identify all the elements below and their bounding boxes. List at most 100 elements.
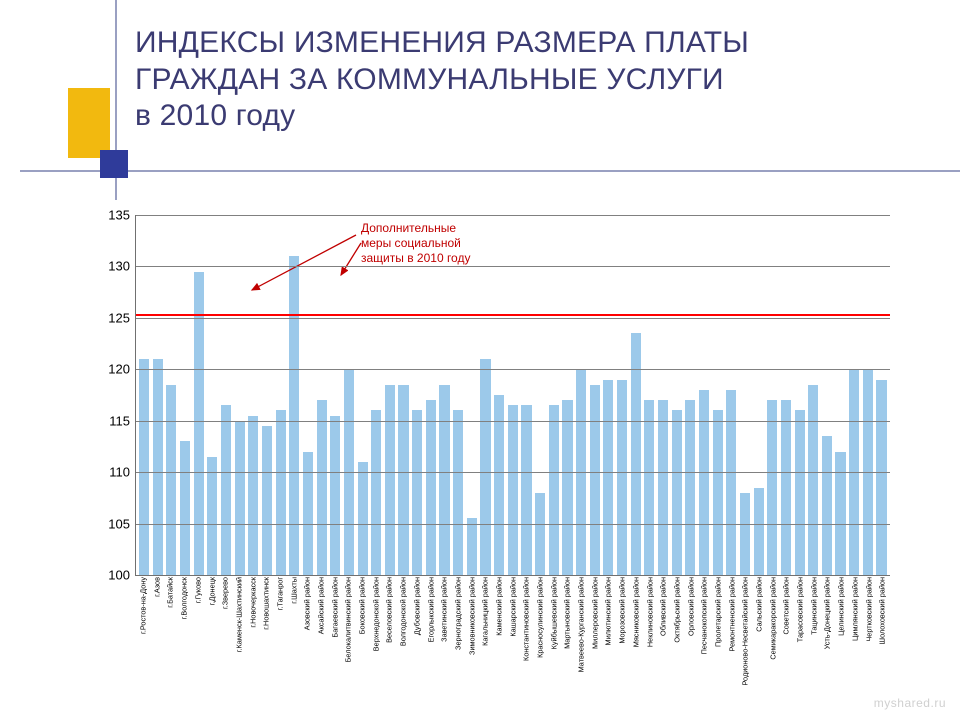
grid-line	[136, 215, 890, 216]
y-tick-label: 125	[108, 310, 136, 325]
y-tick-label: 120	[108, 362, 136, 377]
bar	[603, 380, 613, 575]
bar	[508, 405, 518, 575]
grid-line	[136, 318, 890, 319]
bar-chart: Дополнительные меры социальной защиты в …	[100, 215, 890, 675]
x-tick-label: Зерноградский район	[453, 577, 463, 672]
bar	[685, 400, 695, 575]
x-tick-label: г.Гуково	[193, 577, 203, 672]
x-tick-label: Кагальницкий район	[480, 577, 490, 672]
x-tick-label: Песчанокопский район	[699, 577, 709, 672]
vertical-rule	[115, 0, 117, 200]
bar	[549, 405, 559, 575]
x-tick-label: Каменский район	[494, 577, 504, 672]
x-tick-label: Веселовский район	[384, 577, 394, 672]
x-tick-label: г.Новочеркасск	[248, 577, 258, 672]
x-tick-label: Белокалитвинский район	[343, 577, 353, 672]
x-tick-label: Обливский район	[658, 577, 668, 672]
x-tick-label: Константиновский район	[521, 577, 531, 672]
x-tick-label: Куйбышевский район	[549, 577, 559, 672]
x-tick-label: Шолоховский район	[877, 577, 887, 672]
bar	[358, 462, 368, 575]
bar	[139, 359, 149, 575]
yellow-square	[68, 88, 110, 158]
x-tick-label: Неклиновский район	[644, 577, 654, 672]
y-tick-label: 115	[109, 413, 136, 428]
bar	[658, 400, 668, 575]
bar	[521, 405, 531, 575]
x-axis-labels: г.Ростов-на-Дону г.Азовг.Батайск г.Волгодо…	[135, 577, 890, 672]
bar	[672, 410, 682, 575]
x-tick-label: г.Таганрог	[275, 577, 285, 672]
bar	[644, 400, 654, 575]
x-tick-label: Пролетарский район	[713, 577, 723, 672]
x-tick-label: Целинский район	[836, 577, 846, 672]
x-tick-label: Орловский район	[686, 577, 696, 672]
bar	[426, 400, 436, 575]
x-tick-label: г.Каменск-Шахтинский	[234, 577, 244, 672]
x-tick-label: Азовский район	[302, 577, 312, 672]
x-tick-label: г.Волгодонск	[179, 577, 189, 672]
bar	[808, 385, 818, 575]
x-tick-label: Боковский район	[357, 577, 367, 672]
x-tick-label: г.Ростов-на-Дону	[138, 577, 148, 672]
bar	[535, 493, 545, 575]
x-tick-label: Заветинский район	[439, 577, 449, 672]
x-tick-label: Сальский район	[754, 577, 764, 672]
x-tick-label: Усть-Донецкий район	[822, 577, 832, 672]
x-tick-label: Чертковский район	[863, 577, 873, 672]
grid-line	[136, 369, 890, 370]
x-tick-label: Кашарский район	[508, 577, 518, 672]
bar	[453, 410, 463, 575]
x-tick-label: Багаевский район	[330, 577, 340, 672]
x-tick-label: Верхнедонской район	[371, 577, 381, 672]
y-tick-label: 135	[108, 208, 136, 223]
bar	[221, 405, 231, 575]
x-tick-label: г.Азов	[152, 577, 162, 672]
bar	[480, 359, 490, 575]
bar	[166, 385, 176, 575]
x-tick-label: Мясниковский район	[631, 577, 641, 672]
bar	[713, 410, 723, 575]
y-tick-label: 110	[109, 465, 136, 480]
bar	[235, 421, 245, 575]
watermark: myshared.ru	[874, 696, 946, 710]
y-tick-label: 105	[108, 516, 136, 531]
blue-square	[100, 150, 128, 178]
bar	[248, 416, 258, 575]
y-tick-label: 100	[108, 568, 136, 583]
bar	[822, 436, 832, 575]
bar	[617, 380, 627, 575]
bar	[180, 441, 190, 575]
x-tick-label: Ремонтненский район	[727, 577, 737, 672]
x-tick-label: г.Донецк	[206, 577, 216, 672]
bar	[562, 400, 572, 575]
chart-axes: Дополнительные меры социальной защиты в …	[135, 215, 890, 576]
bar	[726, 390, 736, 575]
x-tick-label: Октябрьский район	[672, 577, 682, 672]
bar	[330, 416, 340, 575]
x-tick-label: Миллеровский район	[590, 577, 600, 672]
reference-line	[136, 314, 890, 316]
bar	[754, 488, 764, 575]
x-tick-label: г.Батайск	[165, 577, 175, 672]
x-tick-label: Аксайский район	[316, 577, 326, 672]
x-tick-label: Красносулинский район	[535, 577, 545, 672]
x-tick-label: Семикаракорский район	[768, 577, 778, 672]
bar	[276, 410, 286, 575]
x-tick-label: Матвеево-Курганский район	[576, 577, 586, 672]
bar	[289, 256, 299, 575]
x-tick-label: Зимовниковский район	[467, 577, 477, 672]
bar	[398, 385, 408, 575]
bar	[835, 452, 845, 575]
bar	[590, 385, 600, 575]
bar	[781, 400, 791, 575]
plot-area	[136, 215, 890, 575]
x-tick-label: Морозовский район	[617, 577, 627, 672]
bar	[153, 359, 163, 575]
x-tick-label: Тарасовский район	[795, 577, 805, 672]
y-tick-label: 130	[108, 259, 136, 274]
bar	[467, 518, 477, 575]
x-tick-label: г.Шахты	[289, 577, 299, 672]
x-tick-label: Мартыновский район	[562, 577, 572, 672]
